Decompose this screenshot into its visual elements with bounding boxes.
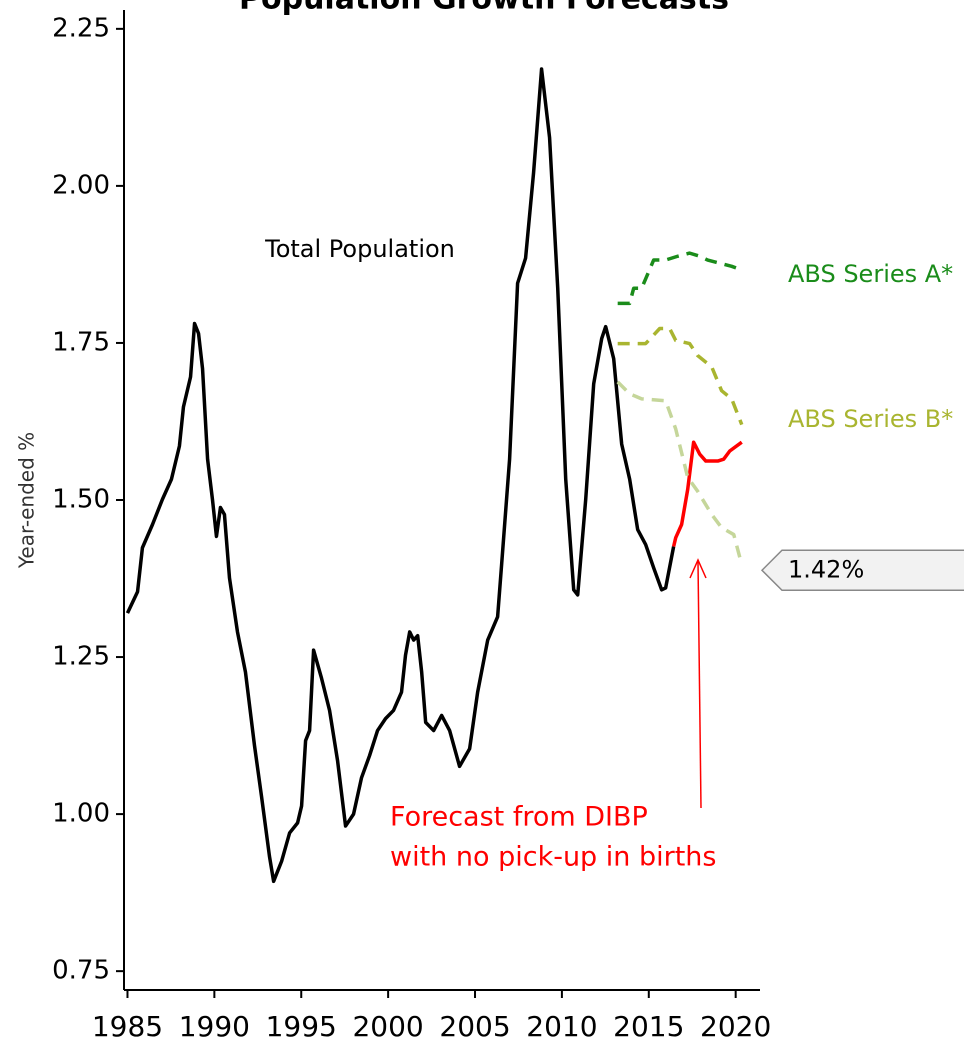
annotation-arrowhead <box>689 558 707 579</box>
y-axis-label: Year-ended % <box>15 432 39 569</box>
series-line <box>617 251 743 306</box>
x-tick-label: 1995 <box>266 1010 337 1041</box>
annotation: with no pick-up in births <box>390 842 716 873</box>
y-tick-label: 2.00 <box>52 170 110 200</box>
callout-label: 1.42% <box>788 555 864 583</box>
x-tick-label: 2020 <box>700 1010 771 1041</box>
y-tick-label: 1.50 <box>52 485 110 515</box>
x-tick-label: 2015 <box>613 1010 684 1041</box>
series-label: ABS Series B* <box>788 405 953 433</box>
chart-title: Population Growth Forecasts <box>239 0 729 17</box>
series-label: Total Population <box>264 235 455 263</box>
callout-box <box>760 549 964 592</box>
y-tick-label: 2.25 <box>52 13 110 43</box>
x-tick-label: 1985 <box>92 1010 163 1041</box>
series-label: ABS Series A* <box>788 260 953 288</box>
y-tick-label: 0.75 <box>52 956 110 986</box>
y-tick-label: 1.00 <box>52 799 110 829</box>
x-tick-label: 1990 <box>179 1010 250 1041</box>
y-tick-label: 1.25 <box>52 642 110 672</box>
annotation: Forecast from DIBP <box>390 802 648 833</box>
series-line <box>671 440 743 547</box>
y-tick-label: 1.75 <box>52 327 110 357</box>
x-tick-label: 2000 <box>352 1010 423 1041</box>
x-tick-label: 2010 <box>526 1010 597 1041</box>
series-line <box>617 326 744 426</box>
x-tick-label: 2005 <box>439 1010 510 1041</box>
series-line <box>616 380 744 566</box>
series-line <box>125 67 676 884</box>
annotation-arrow <box>697 561 702 809</box>
